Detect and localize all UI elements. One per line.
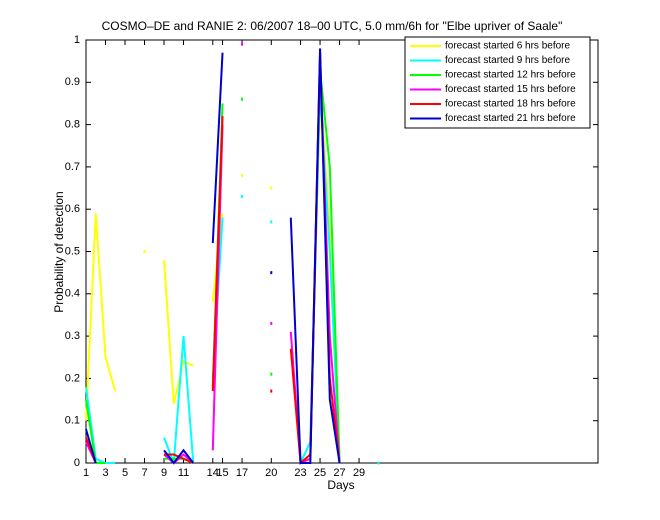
- y-tick-label: 0.7: [65, 161, 80, 173]
- x-axis-label: Days: [327, 478, 354, 492]
- legend-label: forecast started 18 hrs before: [445, 99, 576, 110]
- y-tick-label: 0.2: [65, 372, 80, 384]
- y-tick-label: 0.9: [65, 76, 80, 88]
- x-tick-label: 14: [207, 467, 219, 479]
- x-tick-label: 15: [216, 467, 228, 479]
- series-line: [211, 116, 224, 392]
- series-line: [163, 453, 194, 465]
- series-line: [85, 399, 106, 464]
- x-tick-label: 11: [178, 467, 189, 479]
- x-tick-label: 25: [314, 467, 326, 479]
- legend-label: forecast started 21 hrs before: [445, 113, 576, 124]
- y-tick-label: 0.1: [65, 415, 80, 427]
- chart-title: COSMO–DE and RANIE 2: 06/2007 18–00 UTC,…: [102, 19, 563, 33]
- y-axis-label: Probability of detection: [52, 191, 66, 312]
- legend-box: [404, 36, 591, 129]
- y-tick-label: 0.4: [65, 288, 80, 300]
- x-tick-label: 29: [353, 467, 365, 479]
- legend-label: forecast started 9 hrs before: [445, 55, 571, 66]
- series-line: [85, 213, 117, 421]
- y-tick-label: 0: [74, 457, 80, 469]
- series-line: [289, 48, 341, 464]
- y-tick-label: 0.6: [65, 203, 80, 215]
- legend-label: forecast started 6 hrs before: [445, 41, 571, 52]
- x-tick-label: 27: [333, 467, 345, 479]
- series-line: [163, 448, 195, 465]
- legend-label: forecast started 12 hrs before: [445, 70, 576, 81]
- series-line: [163, 259, 194, 405]
- x-tick-label: 9: [161, 467, 167, 479]
- x-tick-label: 5: [122, 467, 128, 479]
- y-tick-label: 1: [74, 34, 80, 46]
- series-line: [85, 428, 97, 464]
- x-tick-label: 20: [265, 467, 277, 479]
- x-tick-label: 23: [294, 467, 306, 479]
- x-tick-label: 1: [83, 467, 89, 479]
- x-tick-label: 7: [141, 467, 147, 479]
- y-tick-label: 0.5: [65, 245, 80, 257]
- x-tick-label: 3: [102, 467, 108, 479]
- series-line: [85, 386, 116, 464]
- series-line: [211, 52, 224, 244]
- x-tick-label: 17: [236, 467, 248, 479]
- y-tick-label: 0.3: [65, 330, 80, 342]
- series-line: [163, 336, 195, 464]
- legend-label: forecast started 15 hrs before: [445, 84, 576, 95]
- y-tick-label: 0.8: [65, 119, 80, 131]
